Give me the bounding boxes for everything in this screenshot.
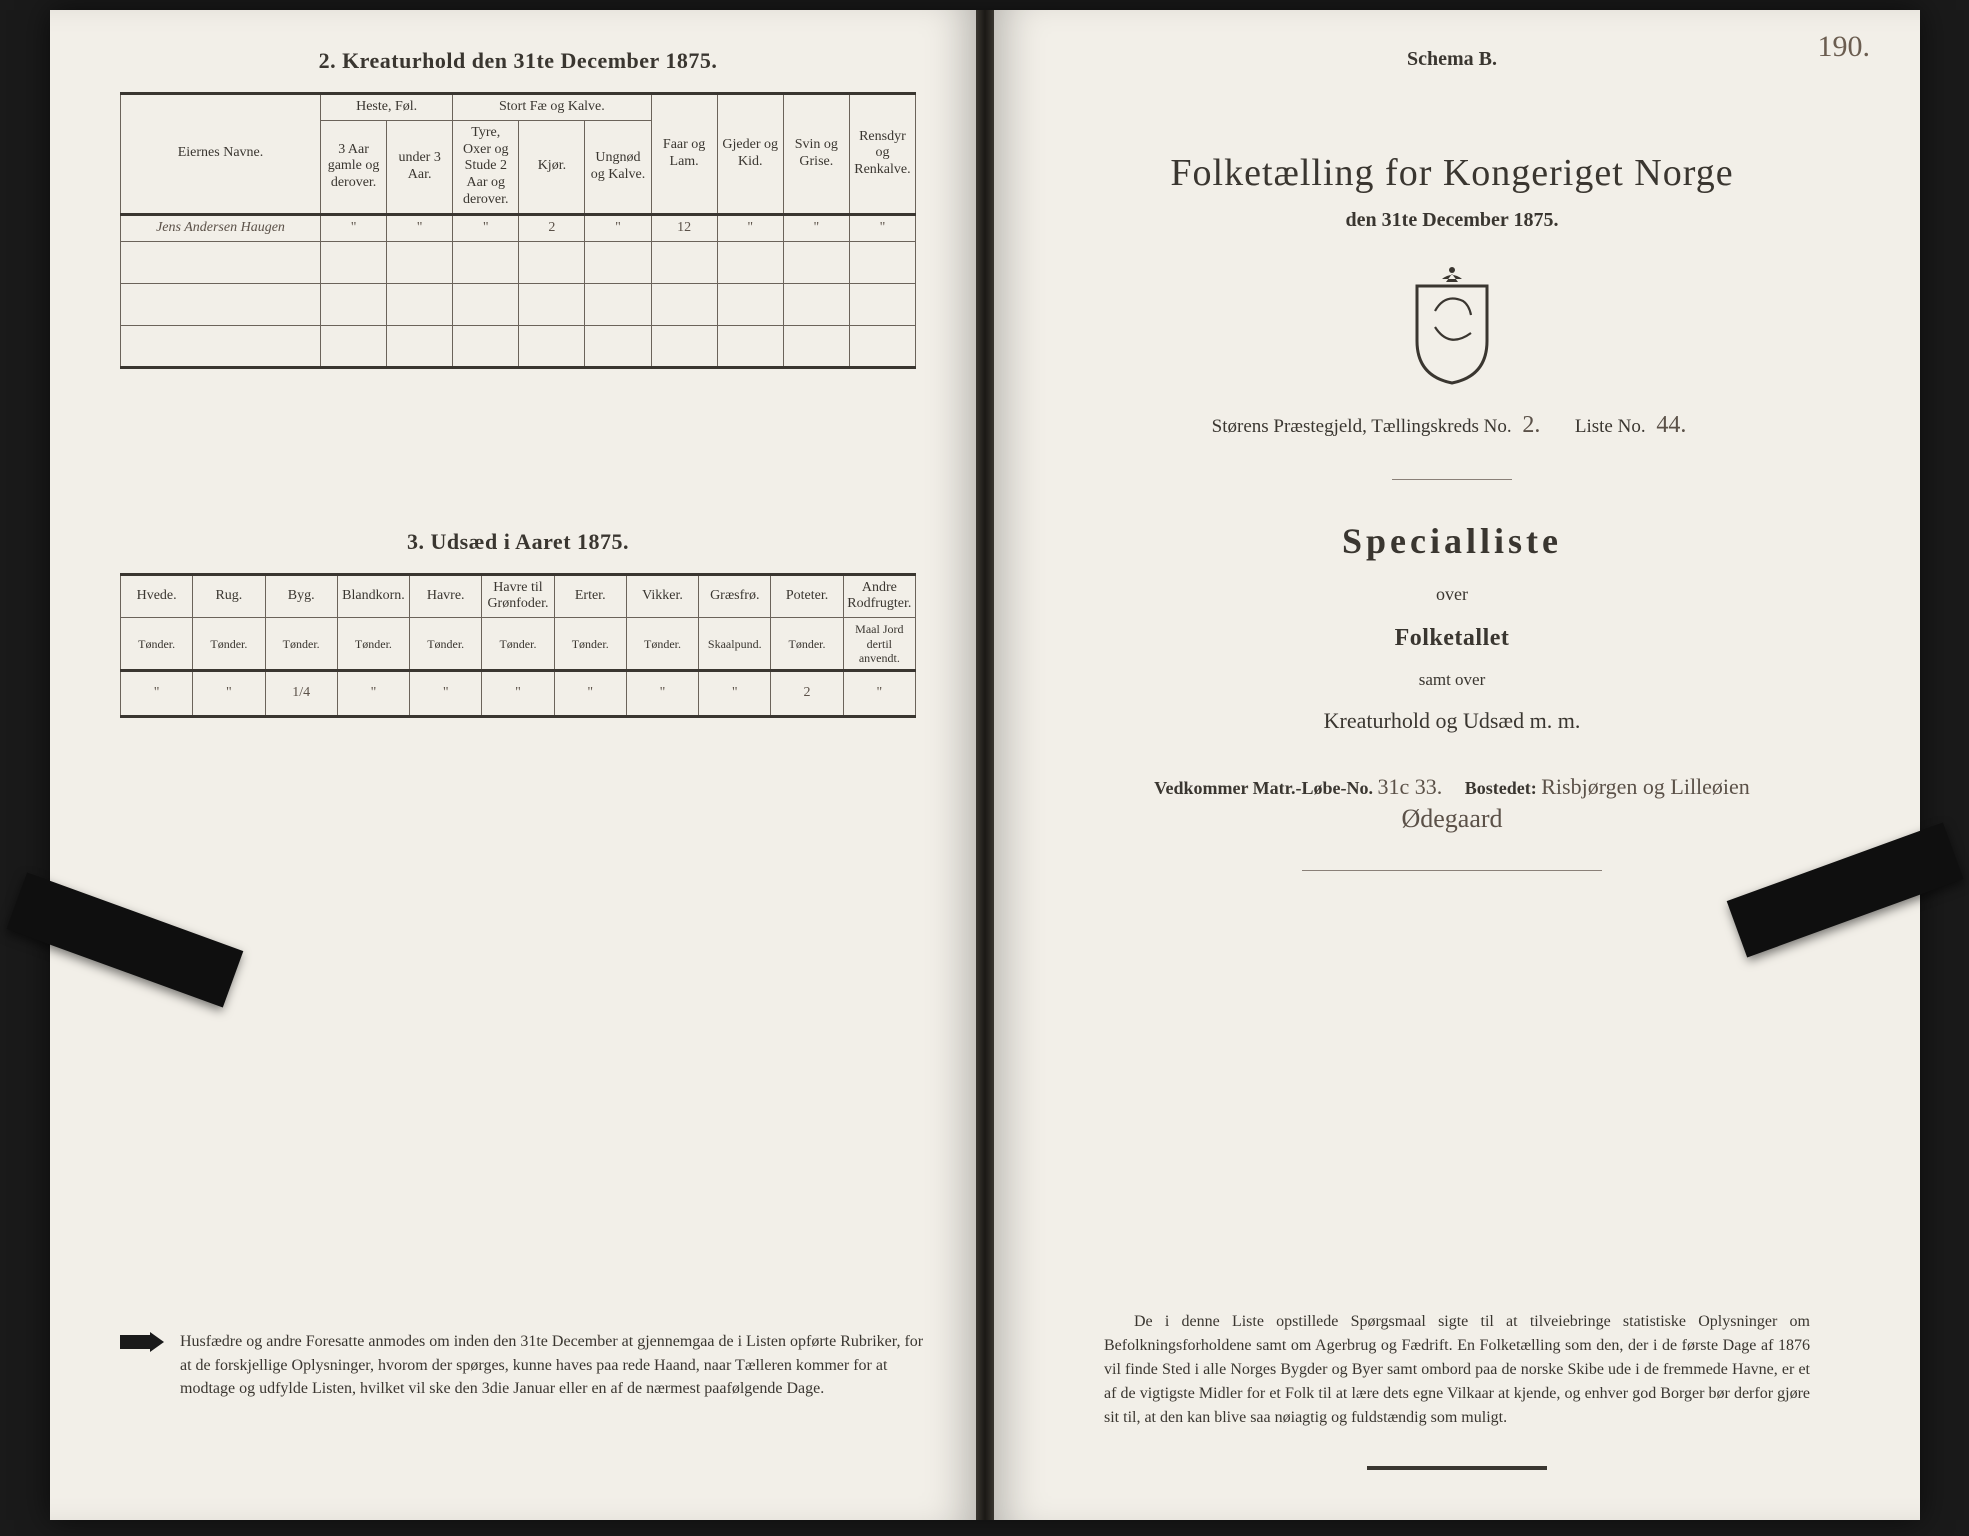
right-page: 190. Schema B. Folketælling for Kongerig… (994, 10, 1920, 1520)
udsaed-cell: " (843, 671, 915, 717)
udsaed-col-unit: Tønder. (554, 618, 626, 671)
col-heste-under3: under 3 Aar. (387, 120, 453, 214)
udsaed-col-unit: Tønder. (482, 618, 554, 671)
udsaed-cell: " (121, 671, 193, 717)
udsaed-col-header: Hvede. (121, 574, 193, 618)
binder-clip-left (7, 872, 244, 1007)
udsaed-col-unit: Tønder. (626, 618, 698, 671)
parish-prefix: Størens Præstegjeld, Tællingskreds No. (1212, 416, 1512, 437)
col-heste-3aar: 3 Aar gamle og derover. (321, 120, 387, 214)
norway-coat-of-arms-icon (1397, 266, 1507, 386)
matr-prefix: Vedkommer Matr.-Løbe-No. (1154, 778, 1373, 798)
specialliste-title: Specialliste (1054, 520, 1850, 562)
cell: " (321, 214, 387, 241)
matr-line: Vedkommer Matr.-Løbe-No. 31c 33. Bostede… (1054, 774, 1850, 800)
cell: " (453, 214, 519, 241)
bosted-value-line2: Ødegaard (1054, 804, 1850, 834)
col-tyre: Tyre, Oxer og Stude 2 Aar og derover. (453, 120, 519, 214)
col-rensdyr: Rensdyr og Renkalve. (849, 94, 915, 215)
col-faar: Faar og Lam. (651, 94, 717, 215)
tallingskreds-no: 2. (1522, 412, 1540, 438)
parish-line: Størens Præstegjeld, Tællingskreds No. 2… (1054, 412, 1850, 439)
cell: " (717, 214, 783, 241)
udsaed-cell: " (626, 671, 698, 717)
bosted-label: Bostedet: (1465, 778, 1537, 798)
liste-prefix: Liste No. (1575, 416, 1646, 437)
col-eiernes-navne: Eiernes Navne. (121, 94, 321, 215)
page-number: 190. (1818, 30, 1871, 64)
census-main-title: Folketælling for Kongeriget Norge (1054, 151, 1850, 195)
udsaed-col-unit: Tønder. (337, 618, 409, 671)
cell: " (849, 214, 915, 241)
owner-name: Jens Andersen Haugen (121, 214, 321, 241)
udsaed-col-unit: Tønder. (771, 618, 843, 671)
col-kjor: Kjør. (519, 120, 585, 214)
udsaed-col-header: Havre. (410, 574, 482, 618)
book-spine (976, 10, 994, 1520)
pointing-hand-icon (120, 1330, 164, 1354)
udsaed-col-header: Rug. (193, 574, 265, 618)
cell: 2 (519, 214, 585, 241)
binder-clip-right (1727, 822, 1964, 957)
instruction-paragraph: De i denne Liste opstillede Spørgsmaal s… (1104, 1310, 1810, 1430)
udsaed-col-unit: Tønder. (121, 618, 193, 671)
cell: 12 (651, 214, 717, 241)
cell: " (387, 214, 453, 241)
udsaed-cell: " (193, 671, 265, 717)
udsaed-col-header: Havre til Grønfoder. (482, 574, 554, 618)
section-2-title: 2. Kreaturhold den 31te December 1875. (120, 48, 916, 74)
udsaed-cell: 2 (771, 671, 843, 717)
census-date: den 31te December 1875. (1054, 209, 1850, 232)
udsaed-col-header: Græsfrø. (699, 574, 771, 618)
divider (1392, 479, 1512, 480)
udsaed-col-unit: Tønder. (410, 618, 482, 671)
kreaturhold-udsaed-label: Kreaturhold og Udsæd m. m. (1054, 708, 1850, 734)
udsaed-col-header: Byg. (265, 574, 337, 618)
udsaed-col-unit: Skaalpund. (699, 618, 771, 671)
cell: " (783, 214, 849, 241)
divider (1302, 870, 1602, 871)
udsaed-cell: " (699, 671, 771, 717)
cell: " (585, 214, 651, 241)
udsaed-table: Hvede.Rug.Byg.Blandkorn.Havre.Havre til … (120, 573, 916, 719)
notice-text: Husfædre og andre Foresatte anmodes om i… (180, 1333, 923, 1396)
col-svin: Svin og Grise. (783, 94, 849, 215)
udsaed-col-unit: Maal Jord dertil anvendt. (843, 618, 915, 671)
liste-no: 44. (1656, 412, 1686, 438)
col-group-heste: Heste, Føl. (321, 94, 453, 121)
over-label: over (1054, 584, 1850, 605)
col-gjeder: Gjeder og Kid. (717, 94, 783, 215)
udsaed-col-unit: Tønder. (193, 618, 265, 671)
udsaed-col-unit: Tønder. (265, 618, 337, 671)
matr-no: 31c 33. (1377, 774, 1442, 799)
udsaed-col-header: Blandkorn. (337, 574, 409, 618)
udsaed-cell: " (482, 671, 554, 717)
schema-label: Schema B. (1054, 48, 1850, 71)
col-ungnod: Ungnød og Kalve. (585, 120, 651, 214)
udsaed-col-header: Erter. (554, 574, 626, 618)
udsaed-col-header: Poteter. (771, 574, 843, 618)
samt-over-label: samt over (1054, 670, 1850, 690)
udsaed-cell: 1/4 (265, 671, 337, 717)
thick-divider (1367, 1466, 1547, 1470)
udsaed-cell: " (410, 671, 482, 717)
kreaturhold-table: Eiernes Navne. Heste, Føl. Stort Fæ og K… (120, 92, 916, 369)
udsaed-col-header: Vikker. (626, 574, 698, 618)
open-book: 2. Kreaturhold den 31te December 1875. E… (50, 10, 1920, 1520)
udsaed-cell: " (337, 671, 409, 717)
left-page: 2. Kreaturhold den 31te December 1875. E… (50, 10, 976, 1520)
folketallet-label: Folketallet (1054, 625, 1850, 652)
section-3-title: 3. Udsæd i Aaret 1875. (120, 529, 916, 555)
udsaed-cell: " (554, 671, 626, 717)
husfaedre-notice: Husfædre og andre Foresatte anmodes om i… (180, 1330, 926, 1400)
bosted-value: Risbjørgen og Lilleøien (1541, 774, 1750, 799)
col-group-stortfae: Stort Fæ og Kalve. (453, 94, 651, 121)
udsaed-col-header: Andre Rodfrugter. (843, 574, 915, 618)
